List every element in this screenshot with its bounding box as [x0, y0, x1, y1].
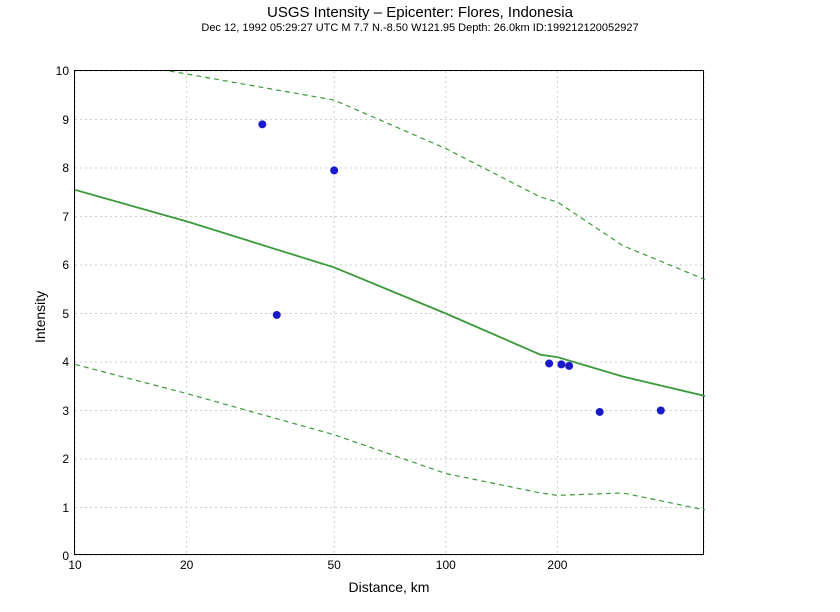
chart-title: USGS Intensity – Epicenter: Flores, Indo… [0, 4, 840, 21]
y-tick-label: 9 [62, 113, 69, 127]
x-tick-label: 200 [547, 558, 567, 572]
y-tick-label: 8 [62, 161, 69, 175]
x-axis-label: Distance, km [74, 579, 704, 595]
x-tick-label: 50 [327, 558, 340, 572]
y-tick-label: 3 [62, 404, 69, 418]
y-tick-label: 10 [56, 64, 69, 78]
y-axis-label: Intensity [32, 290, 48, 342]
intensity-distance-chart: USGS Intensity – Epicenter: Flores, Indo… [0, 0, 840, 612]
y-tick-label: 5 [62, 307, 69, 321]
y-tick-label: 1 [62, 501, 69, 515]
x-tick-label: 100 [436, 558, 456, 572]
chart-subtitle: Dec 12, 1992 05:29:27 UTC M 7.7 N.-8.50 … [0, 22, 840, 34]
plot-svg [75, 71, 705, 556]
y-tick-label: 6 [62, 258, 69, 272]
x-tick-label: 20 [180, 558, 193, 572]
x-tick-label: 10 [68, 558, 81, 572]
y-tick-label: 7 [62, 210, 69, 224]
y-tick-label: 2 [62, 452, 69, 466]
plot-area: 012345678910102050100200 [74, 70, 704, 555]
y-tick-label: 4 [62, 355, 69, 369]
